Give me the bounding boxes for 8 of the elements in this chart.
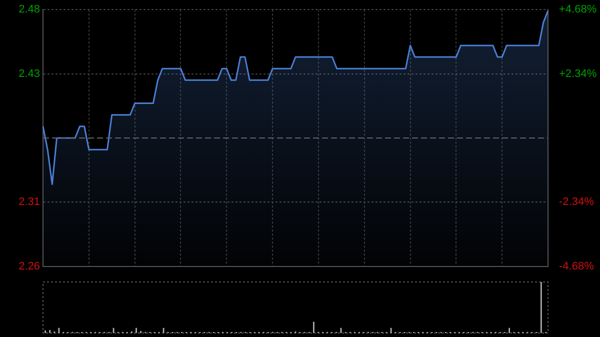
- y2-tick-label: -2.34%: [559, 196, 594, 208]
- y2-tick-label: -4.68%: [559, 260, 594, 272]
- y2-tick-label: +4.68%: [559, 4, 597, 16]
- y-tick-label: 2.43: [18, 68, 40, 80]
- y2-tick-label: +2.34%: [559, 68, 597, 80]
- y-tick-label: 2.31: [18, 196, 40, 208]
- y-tick-label: 2.26: [18, 260, 40, 272]
- y-tick-label: 2.48: [18, 4, 40, 16]
